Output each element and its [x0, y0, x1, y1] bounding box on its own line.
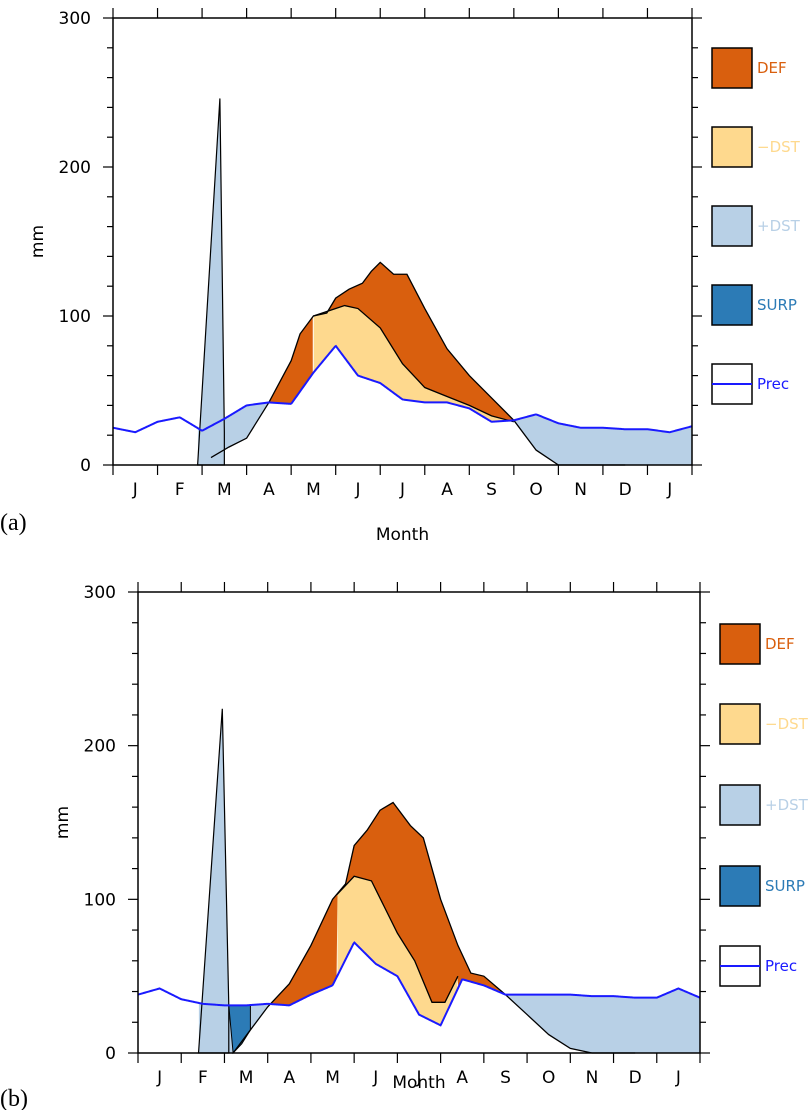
legend: DEF −DST +DST SURP Prec [711, 47, 801, 405]
x-tick-label: J [372, 1068, 378, 1088]
dst-minus-area [337, 876, 458, 1026]
def-area [328, 262, 514, 421]
x-tick-label: J [156, 1068, 162, 1088]
legend-label: +DST [757, 217, 801, 235]
def-area [271, 802, 505, 1006]
panel-label: (b) [0, 1086, 28, 1110]
x-tick-label: O [529, 480, 542, 500]
x-axis-title: Month [392, 1073, 445, 1093]
x-tick-label: J [666, 480, 672, 500]
x-tick-label: O [542, 1068, 555, 1088]
legend-swatch-def [711, 47, 753, 89]
legend-label: DEF [757, 59, 787, 77]
prec-line [137, 941, 701, 1027]
x-tick-label: A [283, 1068, 295, 1088]
legend-label: SURP [757, 296, 797, 314]
y-tick-label: 0 [80, 456, 91, 476]
x-tick-label: F [175, 480, 185, 500]
legend-label: Prec [765, 957, 797, 975]
x-tick-label: M [239, 1068, 254, 1088]
x-tick-label: J [354, 480, 360, 500]
x-tick-label: S [500, 1068, 511, 1088]
x-tick-label: N [586, 1068, 599, 1088]
legend-swatch-def [719, 623, 761, 665]
x-tick-label: J [415, 1068, 421, 1088]
y-tick-label: 0 [105, 1044, 116, 1064]
y-tick-label: 200 [84, 737, 116, 757]
x-tick-label: D [619, 480, 632, 500]
y-tick-label: 100 [84, 890, 116, 910]
dst-plus-area [514, 414, 692, 465]
x-tick-label: D [629, 1068, 642, 1088]
y-tick-label: 100 [59, 307, 91, 327]
legend-swatch-dst [711, 205, 753, 247]
x-tick-label: F [198, 1068, 208, 1088]
legend-swatch-dst [719, 784, 761, 826]
legend-swatch-surp [711, 284, 753, 326]
x-tick-label: A [456, 1068, 468, 1088]
x-tick-label: M [306, 480, 321, 500]
x-tick-label: N [574, 480, 587, 500]
legend: DEF −DST +DST SURP Prec [719, 623, 809, 987]
chart-panel-a: 0 100 200 300 J F M A M J J A S O N D Jmm Month (a) DEF −DST… [0, 8, 801, 545]
y-axis-title: mm [28, 225, 48, 258]
legend-swatch-dst [711, 126, 753, 168]
plot-frame [112, 17, 693, 466]
legend-label: −DST [757, 138, 801, 156]
dst-plus-area [506, 988, 700, 1053]
surp-area [228, 1004, 251, 1055]
x-tick-label: A [263, 480, 275, 500]
recharge-spike [196, 98, 225, 466]
chart-panel-b: 0 100 200 300 J F M A M J J A S O N D Jmm Month (b) DEF −DST… [0, 582, 809, 1110]
demand-line [232, 801, 636, 1054]
plot-frame [137, 591, 701, 1054]
x-tick-label: S [486, 480, 497, 500]
x-tick-label: M [325, 1068, 340, 1088]
y-tick-label: 300 [59, 9, 91, 29]
y-tick-label: 300 [84, 583, 116, 603]
dst-minus-area [313, 305, 508, 422]
panel-label: (a) [0, 510, 27, 536]
x-tick-label: A [441, 480, 453, 500]
legend-swatch-surp [719, 865, 761, 907]
x-tick-label: J [399, 480, 405, 500]
y-axis-title: mm [53, 806, 73, 839]
y-tick-label: 200 [59, 158, 91, 178]
x-tick-label: J [132, 480, 138, 500]
legend-label: +DST [765, 796, 809, 814]
demand-line [210, 261, 626, 466]
prec-line [112, 344, 693, 434]
legend-swatch-dst [719, 703, 761, 745]
recharge-spike [197, 708, 230, 1054]
x-tick-label: J [675, 1068, 681, 1088]
x-tick-label: M [217, 480, 232, 500]
legend-label: SURP [765, 877, 805, 895]
legend-label: DEF [765, 635, 795, 653]
x-axis-title: Month [376, 525, 429, 545]
legend-label: Prec [757, 375, 789, 393]
storage-change-line [313, 304, 515, 423]
storage-change-line [336, 875, 459, 1003]
legend-label: −DST [765, 715, 809, 733]
